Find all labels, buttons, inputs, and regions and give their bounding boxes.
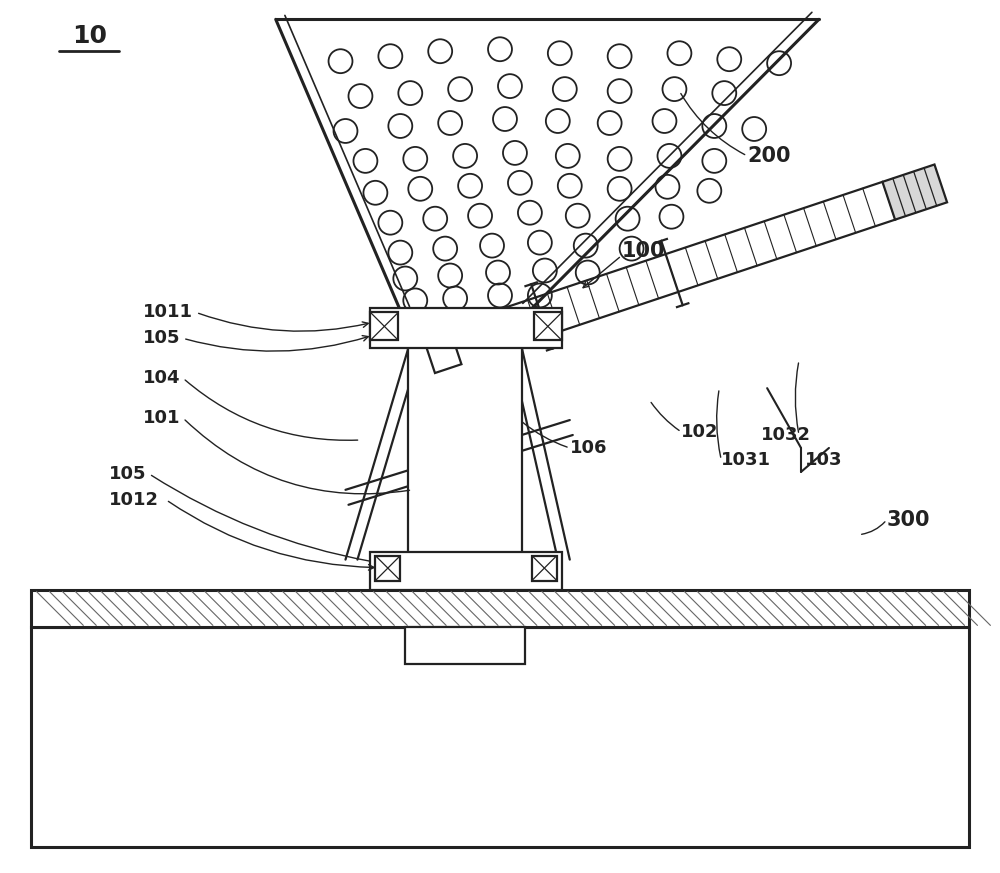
Text: 106: 106 xyxy=(570,439,607,457)
Text: 10: 10 xyxy=(72,24,107,48)
Text: 1032: 1032 xyxy=(761,426,811,444)
Bar xyxy=(534,313,562,340)
Bar xyxy=(31,628,969,847)
Bar xyxy=(532,555,557,581)
Text: 100: 100 xyxy=(622,241,665,261)
Text: 104: 104 xyxy=(143,369,181,388)
Text: 105: 105 xyxy=(143,329,181,347)
Bar xyxy=(370,313,398,340)
Text: 200: 200 xyxy=(747,146,791,166)
Bar xyxy=(31,589,969,628)
Text: 1031: 1031 xyxy=(721,451,771,469)
Text: 101: 101 xyxy=(143,409,181,427)
Bar xyxy=(370,308,562,348)
Polygon shape xyxy=(422,327,461,373)
Bar xyxy=(375,555,400,581)
Text: 1011: 1011 xyxy=(143,304,193,321)
Bar xyxy=(408,311,522,560)
Text: 300: 300 xyxy=(887,510,930,530)
Text: 103: 103 xyxy=(805,451,843,469)
Text: 102: 102 xyxy=(681,423,719,441)
Bar xyxy=(405,628,525,664)
Text: 1012: 1012 xyxy=(109,491,159,509)
Bar xyxy=(370,552,562,589)
Text: 105: 105 xyxy=(109,465,147,483)
Polygon shape xyxy=(882,164,947,220)
